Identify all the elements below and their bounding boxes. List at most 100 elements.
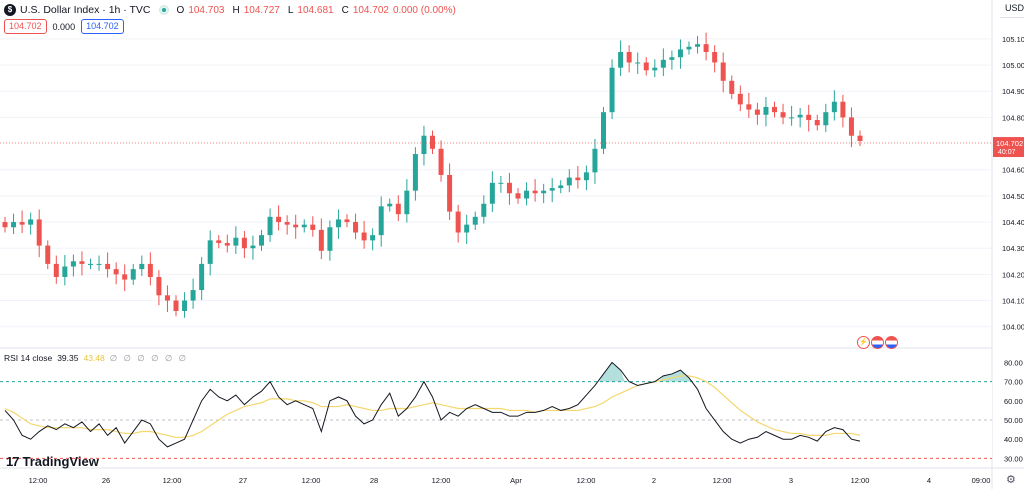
candle-body (96, 263, 102, 265)
candle-body (335, 219, 341, 228)
candle-body (814, 120, 820, 126)
rsi-tick-label: 40.00 (1004, 435, 1023, 444)
tradingview-logo[interactable]: 17 TradingView (6, 454, 99, 469)
price-tick-label: 104.300 (1002, 244, 1024, 253)
time-tick-label: 12:00 (163, 476, 182, 485)
candle-body (806, 114, 812, 121)
ohlc-open-value: 104.703 (188, 4, 225, 16)
candle-body (233, 237, 239, 246)
currency-label[interactable]: USD (1005, 3, 1024, 13)
candle-body (823, 112, 829, 126)
time-tick-label: 12:00 (29, 476, 48, 485)
candle-body (310, 224, 316, 230)
candle-body (105, 263, 111, 270)
time-tick-label: 27 (239, 476, 247, 485)
lightning-icon[interactable]: ⚡ (857, 336, 870, 349)
candle-body (498, 182, 504, 184)
candle-body (575, 177, 581, 181)
candle-body (592, 148, 598, 173)
us-flag-icon[interactable] (871, 336, 884, 349)
price-tick-label: 104.000 (1002, 323, 1024, 332)
price-tick-label: 104.500 (1002, 192, 1024, 201)
price-tick-label: 104.200 (1002, 270, 1024, 279)
candle-body (173, 300, 179, 311)
candle-body (79, 261, 85, 264)
candle-body (139, 263, 145, 270)
candle-body (250, 245, 256, 249)
last-price-badge (993, 137, 1024, 158)
candle-body (190, 290, 196, 301)
candle-body (301, 224, 307, 228)
candle-body (472, 216, 478, 225)
candle-body (447, 174, 453, 212)
rsi-value: 39.35 (57, 353, 79, 363)
candle-body (130, 269, 136, 280)
sell-price-pill[interactable]: 104.702 (4, 19, 47, 34)
symbol-logo-icon: $ (4, 4, 16, 16)
ohlc-close-label: C (341, 4, 349, 16)
candle-body (549, 188, 555, 191)
candle-body (489, 182, 495, 204)
buy-price-pill[interactable]: 104.702 (81, 19, 124, 34)
candle-body (88, 263, 93, 265)
candle-body (404, 190, 410, 215)
candle-body (524, 190, 530, 199)
candle-body (643, 62, 649, 71)
candle-body (156, 276, 162, 296)
candle-body (2, 222, 8, 228)
candle-body (652, 67, 658, 71)
candle-body (669, 57, 675, 60)
candle-body (53, 263, 59, 277)
candle-body (857, 135, 863, 141)
ohlc-high-value: 104.727 (243, 4, 280, 16)
candle-body (772, 106, 777, 113)
candle-body (729, 80, 735, 94)
price-tick-label: 104.400 (1002, 218, 1024, 227)
rsi-tick-label: 60.00 (1004, 397, 1023, 406)
time-tick-label: 12:00 (713, 476, 732, 485)
candle-body (541, 190, 547, 194)
candle-body (566, 177, 572, 186)
rsi-band (0, 381, 992, 459)
candle-body (353, 222, 359, 233)
rsi-ma-value: 43.48 (83, 353, 105, 363)
time-tick-label: 12:00 (577, 476, 596, 485)
candle-body (412, 154, 418, 191)
price-tick-label: 104.600 (1002, 166, 1024, 175)
candle-body (224, 242, 230, 246)
candle-body (789, 117, 795, 119)
time-tick-label: Apr (510, 476, 522, 485)
candle-body (848, 117, 854, 136)
rsi-tick-label: 70.00 (1004, 378, 1023, 387)
time-tick-label: 4 (927, 476, 931, 485)
candle-body (241, 237, 247, 249)
candle-body (558, 185, 564, 189)
market-status-icon[interactable] (158, 5, 169, 15)
time-tick-label: 09:00 (972, 476, 991, 485)
us-flag-icon[interactable] (885, 336, 898, 349)
time-tick-label: 3 (789, 476, 793, 485)
symbol-title[interactable]: U.S. Dollar Index · 1h · TVC (20, 4, 151, 16)
ohlc-change-value: 0.000 (0.00%) (392, 4, 456, 16)
price-tick-label: 104.800 (1002, 113, 1024, 122)
symbol-header: $ U.S. Dollar Index · 1h · TVC O 104.703 … (4, 2, 456, 18)
candle-body (455, 211, 461, 233)
candle-body (831, 101, 837, 113)
price-tick-label: 105.000 (1002, 61, 1024, 70)
candle-body (182, 300, 188, 311)
candle-body (199, 263, 205, 291)
last-price-label: 104.702 (996, 139, 1023, 148)
candle-body (626, 52, 632, 63)
ohlc-open-label: O (176, 4, 185, 16)
candle-body (122, 274, 128, 280)
price-tick-label: 105.100 (1002, 35, 1024, 44)
candle-body (780, 112, 786, 118)
gear-icon[interactable]: ⚙ (1006, 474, 1016, 486)
rsi-empty-values: ∅ ∅ ∅ ∅ ∅ ∅ (109, 353, 188, 363)
candle-body (70, 261, 76, 267)
time-tick-label: 26 (102, 476, 110, 485)
rsi-label[interactable]: RSI 14 close (4, 353, 53, 363)
candle-body (609, 67, 615, 113)
